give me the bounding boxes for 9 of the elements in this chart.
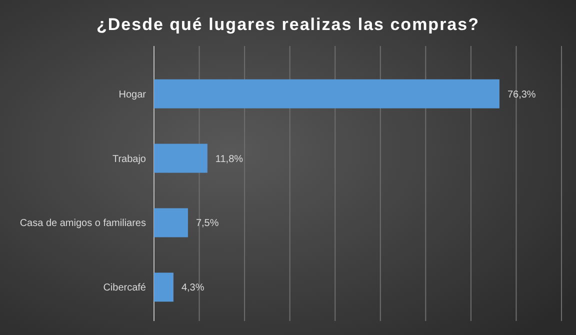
y-tick-label: Hogar: [118, 89, 147, 100]
y-tick-label: Cibercafé: [103, 282, 146, 294]
y-tick-label: Casa de amigos o familiares: [20, 218, 146, 230]
chart-title: ¿Desde qué lugares realizas las compras?: [96, 15, 480, 34]
data-label: 11,8%: [215, 154, 244, 165]
data-label: 4,3%: [181, 282, 204, 294]
data-label: 76,3%: [507, 89, 536, 100]
y-tick-label: Trabajo: [112, 154, 146, 165]
data-label: 7,5%: [196, 218, 219, 230]
